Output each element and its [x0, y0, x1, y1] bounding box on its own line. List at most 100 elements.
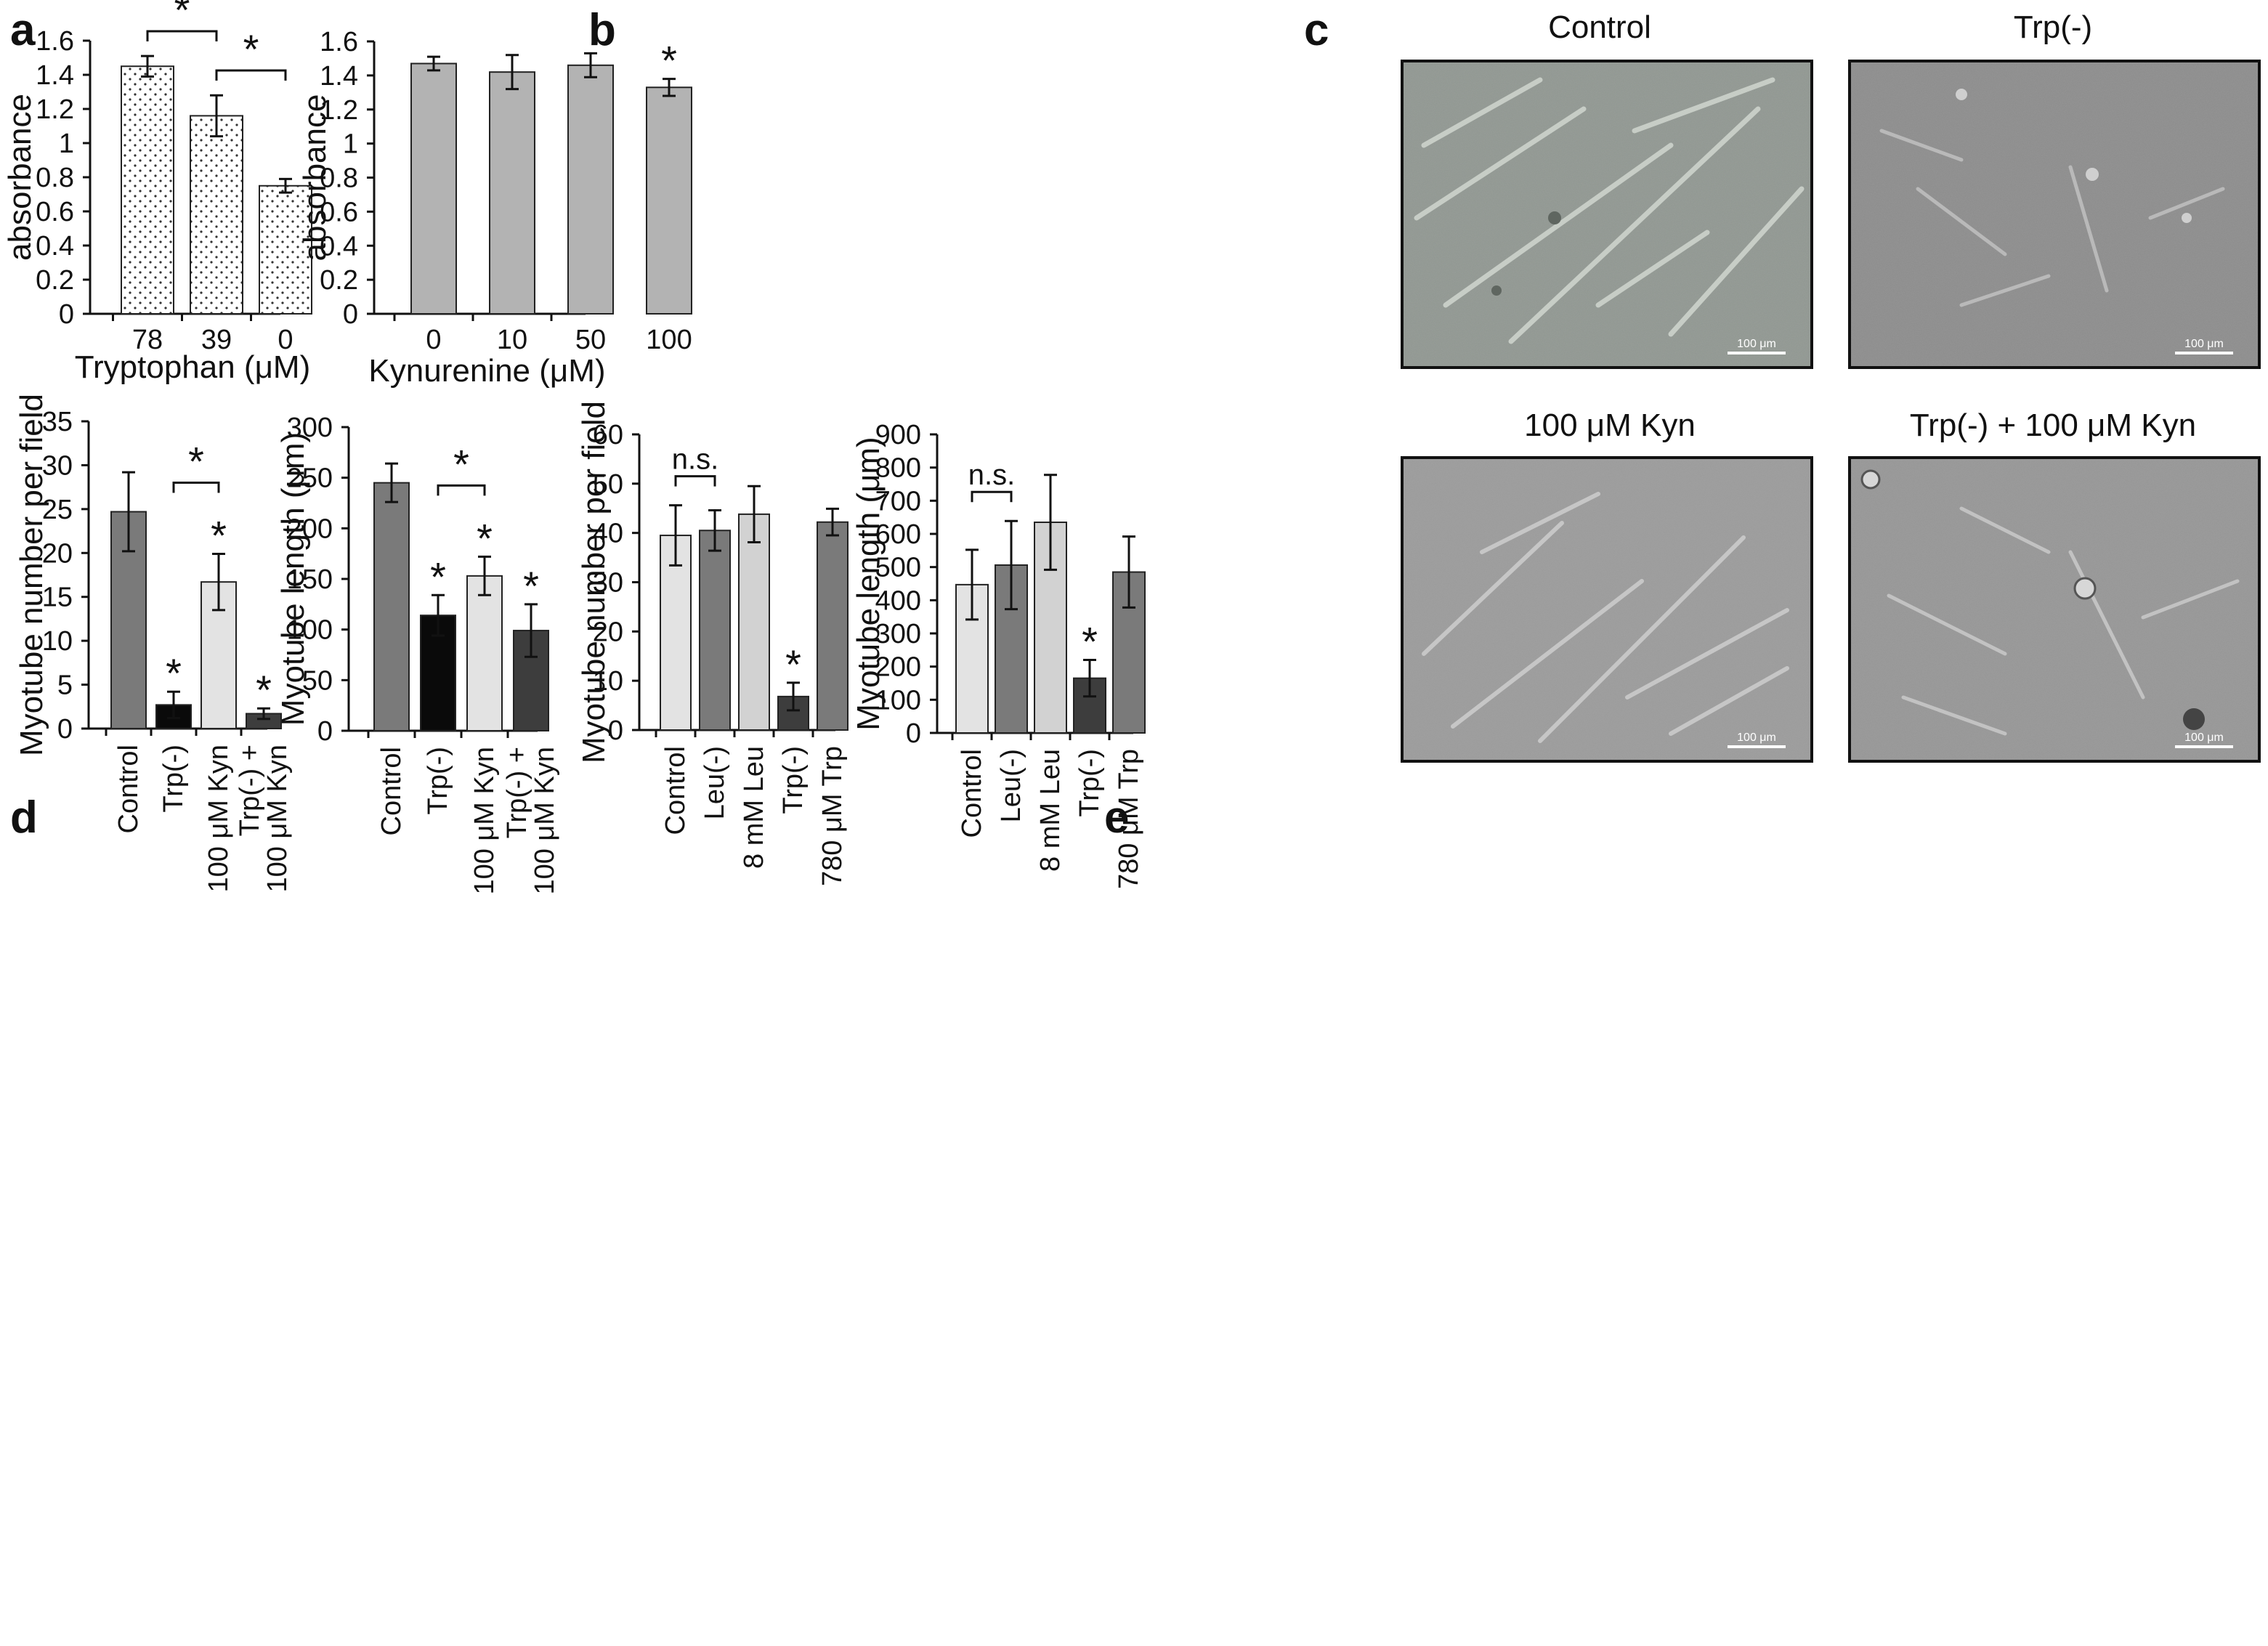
x-tick-label: 8 mM Leu [1035, 749, 1066, 872]
x-tick-label: 100 [646, 325, 692, 355]
y-tick-label: 50 [593, 469, 623, 500]
bar [738, 513, 770, 731]
x-axis-label: Kynurenine (μM) [368, 353, 605, 389]
scale-bar-label: 100 μm [1737, 338, 1776, 350]
scale-bar [1728, 352, 1786, 354]
y-tick-label: 0.6 [36, 197, 74, 227]
cell-cluster [1860, 469, 1881, 490]
panel-letter-a: a [10, 5, 36, 55]
myotube-strands [1422, 492, 1789, 743]
significance-star: * [430, 554, 446, 599]
x-tick-label: 100 μM Kyn [530, 747, 560, 895]
micrograph-texture [1850, 61, 2259, 368]
y-axis-label: Myotube number per field [14, 394, 49, 756]
x-tick-label: Trp(-) + [502, 747, 532, 838]
y-tick-label: 50 [302, 665, 333, 696]
y-tick-label: 300 [287, 413, 333, 443]
significance-bracket [215, 69, 287, 81]
y-axis-label: Myotube number per field [576, 401, 612, 763]
cell-body [2086, 168, 2099, 181]
y-tick-label: 0 [57, 714, 73, 745]
significance-star: * [523, 563, 539, 609]
micrograph-title-trp-minus-kyn: Trp(-) + 100 μM Kyn [1910, 408, 2196, 443]
cell-cluster [2183, 708, 2205, 730]
bracket-label: * [188, 438, 204, 484]
bracket-label: * [453, 441, 469, 487]
x-tick-label: 100 μM Kyn [203, 745, 234, 893]
bar [699, 530, 731, 731]
cell-cluster [2073, 577, 2097, 600]
y-tick-label: 250 [287, 463, 333, 494]
y-tick-label: 0.8 [36, 163, 74, 193]
x-tick-label: Control [376, 747, 407, 836]
y-tick-label: 200 [875, 652, 921, 683]
y-tick-label: 0 [906, 718, 921, 749]
y-tick-label: 0.2 [320, 265, 358, 296]
bar [489, 71, 535, 315]
y-tick-label: 30 [42, 450, 73, 481]
micrograph-trp-minus-kyn: 100 μm [1848, 456, 2261, 763]
y-tick-label: 0 [317, 716, 333, 747]
y-tick-label: 0.8 [320, 163, 358, 194]
x-tick-label: Leu(-) [700, 746, 730, 819]
scale-bar [2175, 352, 2233, 354]
x-tick-label: 78 [132, 325, 163, 355]
significance-bracket [146, 30, 218, 41]
y-tick-label: 800 [875, 453, 921, 484]
y-tick-label: 700 [875, 486, 921, 516]
x-tick-label: 39 [201, 325, 232, 355]
y-tick-label: 60 [593, 420, 623, 450]
panel-letter-e: e [1104, 792, 1129, 843]
significance-bracket [437, 484, 486, 496]
significance-star: * [661, 38, 677, 84]
y-tick-label: 10 [593, 666, 623, 697]
x-tick-label: 0 [278, 325, 293, 355]
x-tick-label: Control [113, 745, 144, 834]
micrograph-title-trp-minus: Trp(-) [2014, 9, 2092, 45]
bracket-label: * [174, 0, 190, 33]
y-tick-label: 300 [875, 619, 921, 649]
x-tick-label: 780 μM Trp [1114, 749, 1144, 889]
x-tick-label: Trp(-) [158, 745, 189, 813]
y-tick-label: 0 [59, 299, 74, 330]
significance-star: * [256, 667, 272, 713]
bar [259, 185, 312, 315]
micrograph-texture [1402, 61, 1812, 368]
significance-star: * [785, 641, 801, 687]
bar [466, 575, 503, 731]
significance-bracket [172, 481, 220, 493]
scale-bar-label: 100 μm [2184, 338, 2224, 350]
y-tick-label: 10 [42, 626, 73, 657]
bar [646, 86, 692, 315]
y-tick-label: 15 [42, 583, 73, 613]
y-tick-label: 1.2 [36, 94, 74, 125]
x-tick-label: Leu(-) [996, 749, 1026, 822]
significance-star: * [166, 650, 182, 696]
y-tick-label: 0.4 [36, 231, 74, 262]
panel-letter-d: d [10, 792, 38, 843]
y-tick-label: 35 [42, 407, 73, 437]
significance-star: * [477, 515, 493, 561]
y-axis-label: Myotube length (μm) [275, 432, 311, 726]
x-tick-label: 100 μM Kyn [469, 747, 500, 895]
bar [410, 62, 457, 315]
x-axis-label: Tryptophan (μM) [75, 349, 310, 385]
x-tick-label: Trp(-) [1074, 749, 1105, 817]
bar [817, 521, 849, 731]
panel-letter-b: b [588, 5, 616, 55]
x-tick-label: 10 [497, 325, 527, 355]
x-tick-label: 50 [575, 325, 606, 355]
y-axis-label: absorbance [297, 94, 333, 262]
y-tick-label: 20 [42, 538, 73, 569]
significance-star: * [1082, 619, 1098, 665]
y-axis-label: absorbance [2, 94, 38, 261]
y-tick-label: 1.6 [36, 26, 74, 57]
bar [373, 482, 410, 732]
y-tick-label: 100 [287, 615, 333, 646]
significance-star: * [211, 512, 227, 558]
y-tick-label: 1.2 [320, 95, 358, 126]
